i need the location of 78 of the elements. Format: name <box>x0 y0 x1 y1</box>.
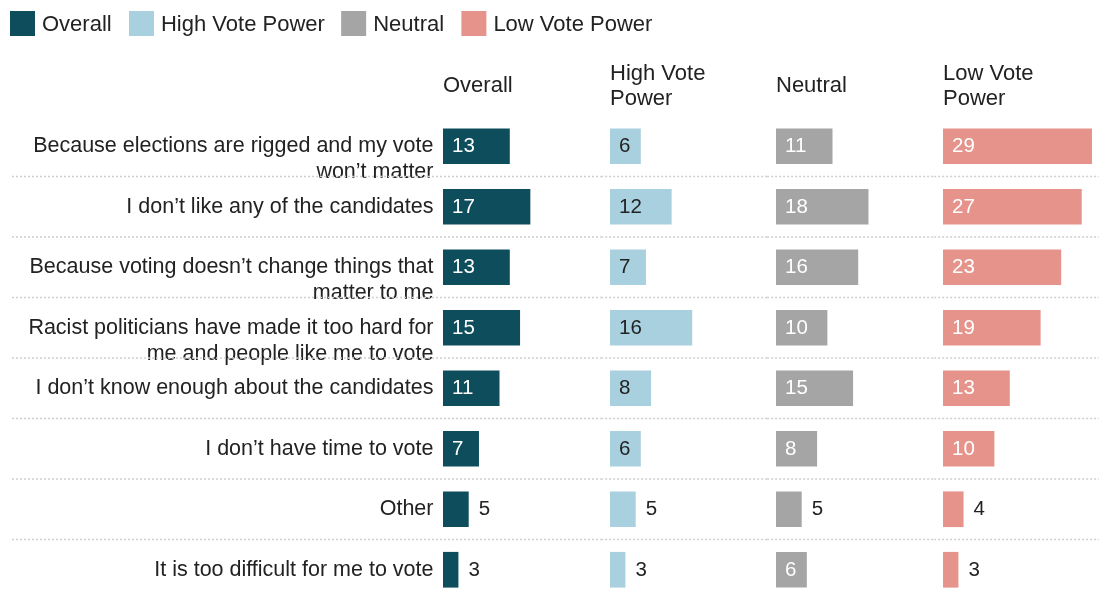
data-label: 29 <box>952 133 975 157</box>
chart-title: Neutral <box>776 72 848 97</box>
bar <box>776 370 854 407</box>
bar <box>609 370 651 407</box>
data-label: 3 <box>635 556 647 580</box>
data-label: 18 <box>785 193 809 217</box>
bar <box>776 491 803 528</box>
bar <box>443 249 510 286</box>
data-label: 11 <box>785 133 807 157</box>
data-label: 5 <box>478 496 491 520</box>
bar <box>443 370 500 407</box>
bar <box>443 128 510 165</box>
bar <box>609 188 672 225</box>
bar <box>609 249 646 286</box>
data-label: 13 <box>952 375 975 399</box>
data-label: 19 <box>952 314 975 338</box>
bar <box>443 551 459 588</box>
bar <box>443 309 521 346</box>
bar <box>609 309 692 346</box>
data-label: 5 <box>645 496 657 520</box>
data-label: 6 <box>618 435 631 459</box>
y-tick-label: Racist politicians have made it too hard for me and people like me to vote <box>28 314 434 365</box>
bar <box>443 430 479 467</box>
bar <box>776 551 808 588</box>
bar <box>943 309 1041 346</box>
bar <box>776 249 859 286</box>
bar <box>776 309 828 346</box>
data-label: 8 <box>618 375 631 399</box>
y-tick-label: I don’t have time to vote <box>205 435 434 460</box>
bar <box>943 430 995 467</box>
bar <box>776 430 818 467</box>
data-label: 16 <box>618 314 642 338</box>
bar <box>443 491 469 528</box>
data-label: 3 <box>468 556 480 580</box>
bar <box>943 188 1082 225</box>
bar <box>776 188 869 225</box>
data-label: 5 <box>812 496 824 520</box>
chart-title: High Vote Power <box>609 59 706 110</box>
data-label: 15 <box>785 375 809 399</box>
data-label: 10 <box>952 435 975 459</box>
bar <box>443 188 531 225</box>
bar <box>776 128 833 165</box>
legend-label: High Vote Power <box>160 10 325 36</box>
data-label: 23 <box>952 254 975 278</box>
bar <box>609 491 636 528</box>
bar <box>943 249 1062 286</box>
chart-title: Low Vote Power <box>943 59 1034 110</box>
data-label: 10 <box>785 314 809 338</box>
data-label: 12 <box>618 193 642 217</box>
legend-label: Neutral <box>373 10 445 36</box>
y-tick-label: I don’t know enough about the candidates <box>35 375 434 400</box>
data-label: 11 <box>452 375 474 399</box>
data-label: 7 <box>452 435 464 459</box>
legend-label: Overall <box>42 10 112 36</box>
data-label: 16 <box>785 254 809 278</box>
data-label: 6 <box>618 133 631 157</box>
y-tick-label: It is too difficult for me to vote <box>154 556 434 581</box>
bar <box>609 128 641 165</box>
data-label: 6 <box>785 556 797 580</box>
data-label: 3 <box>968 556 980 580</box>
bar <box>943 370 1010 407</box>
bar <box>943 551 959 588</box>
chart-title: Overall <box>443 72 513 97</box>
data-label: 13 <box>452 133 475 157</box>
bar <box>609 551 626 588</box>
data-label: 7 <box>618 254 631 278</box>
data-label: 27 <box>952 193 975 217</box>
data-label: 15 <box>452 314 475 338</box>
bar <box>943 491 964 528</box>
data-label: 13 <box>452 254 475 278</box>
bar <box>943 128 1093 165</box>
legend-label: Low Vote Power <box>493 10 653 36</box>
data-label: 8 <box>785 435 797 459</box>
data-label: 17 <box>452 193 475 217</box>
y-tick-label: I don’t like any of the candidates <box>126 193 434 218</box>
y-tick-label: Other <box>379 496 434 521</box>
bar <box>609 430 641 467</box>
data-label: 4 <box>973 496 986 520</box>
